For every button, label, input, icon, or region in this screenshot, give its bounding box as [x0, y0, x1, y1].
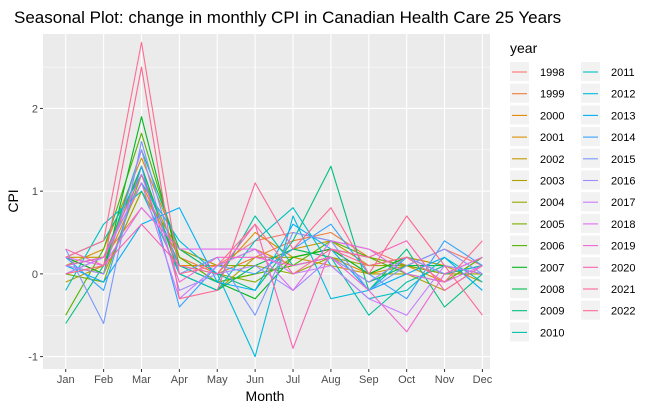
- legend-item-2021: 2021: [581, 279, 635, 298]
- legend-item-2007: 2007: [510, 257, 564, 277]
- grid-lines: [43, 34, 490, 369]
- chart-title: Seasonal Plot: change in monthly CPI in …: [14, 8, 561, 27]
- legend-title: year: [510, 40, 538, 56]
- legend-label: 2005: [540, 219, 564, 231]
- legend-item-2006: 2006: [510, 235, 564, 255]
- series-line-2022: [65, 41, 483, 283]
- legend-label: 1998: [540, 67, 564, 79]
- legend-label: 1999: [540, 89, 564, 101]
- legend-label: 2018: [611, 219, 635, 231]
- series-lines: [65, 41, 483, 358]
- x-tick-label: Sep: [359, 374, 379, 386]
- legend-label: 2003: [540, 176, 564, 188]
- x-tick-label: Dec: [473, 374, 493, 386]
- legend-label: 2002: [540, 154, 564, 166]
- legend-item-2017: 2017: [581, 192, 635, 212]
- legend-label: 2019: [611, 241, 635, 253]
- legend-label: 2021: [611, 284, 635, 296]
- x-tick-label: Aug: [321, 374, 341, 386]
- x-tick-label: Nov: [435, 374, 455, 386]
- y-tick-label: 0: [32, 269, 38, 281]
- x-tick-label: Feb: [94, 374, 113, 386]
- series-line-2021: [65, 66, 483, 316]
- series-line-2018: [65, 207, 483, 291]
- series-line-2016: [65, 149, 483, 291]
- x-tick-label: Oct: [398, 374, 415, 386]
- series-line-2019: [65, 174, 483, 333]
- legend-label: 2011: [611, 67, 635, 79]
- legend-label: 2000: [540, 110, 564, 122]
- legend-label: 2022: [611, 306, 635, 318]
- legend-label: 2007: [540, 262, 564, 274]
- legend-item-2000: 2000: [510, 105, 564, 125]
- x-tick-label: Jul: [286, 374, 300, 386]
- legend-item-2011: 2011: [581, 62, 635, 81]
- legend-item-1999: 1999: [510, 83, 564, 103]
- x-tick-label: Jun: [246, 374, 264, 386]
- legend-label: 2014: [611, 132, 635, 144]
- legend-item-2008: 2008: [510, 279, 564, 298]
- y-axis-label: CPI: [5, 189, 21, 212]
- x-tick-label: May: [207, 374, 228, 386]
- legend-item-2003: 2003: [510, 170, 564, 190]
- x-tick-label: Apr: [171, 374, 188, 386]
- legend-label: 2017: [611, 197, 635, 209]
- legend-label: 2001: [540, 132, 564, 144]
- x-axis-ticks: Jan Feb Mar Apr May Jun Jul Aug Sep Oct Nov Dec: [57, 369, 493, 386]
- legend-item-2016: 2016: [581, 170, 635, 190]
- x-tick-label: Mar: [132, 374, 151, 386]
- legend-label: 2010: [540, 327, 564, 339]
- legend-label: 2015: [611, 154, 635, 166]
- y-tick-label: 1: [32, 186, 38, 198]
- legend-item-2002: 2002: [510, 148, 564, 168]
- legend-item-1998: 1998: [510, 62, 564, 81]
- legend-label: 2020: [611, 262, 635, 274]
- plot-panel: [43, 34, 490, 369]
- legend-label: 2016: [611, 176, 635, 188]
- y-tick-label: -1: [28, 352, 38, 364]
- x-tick-label: Jan: [57, 374, 75, 386]
- legend-item-2022: 2022: [581, 300, 635, 320]
- legend-label: 2013: [611, 110, 635, 122]
- series-line-2013: [65, 207, 483, 291]
- legend-label: 2006: [540, 241, 564, 253]
- legend-item-2001: 2001: [510, 127, 564, 147]
- x-axis-label: Month: [246, 388, 285, 404]
- legend-item-2009: 2009: [510, 300, 564, 320]
- legend-item-2005: 2005: [510, 213, 564, 233]
- series-line-2011: [65, 190, 483, 300]
- legend-item-2004: 2004: [510, 192, 564, 212]
- plot-background: [43, 34, 490, 369]
- legend-label: 2012: [611, 89, 635, 101]
- legend-item-2012: 2012: [581, 83, 635, 103]
- legend-label: 2004: [540, 197, 564, 209]
- legend: year 1998 1999 2000 2001 2002 2003 2004 2005 200…: [510, 40, 635, 342]
- legend-item-2018: 2018: [581, 213, 635, 233]
- y-axis-ticks: -1 0 1 2: [28, 103, 43, 364]
- y-tick-label: 2: [32, 103, 38, 115]
- legend-item-2013: 2013: [581, 105, 635, 125]
- legend-label: 2009: [540, 306, 564, 318]
- legend-item-2015: 2015: [581, 148, 635, 168]
- series-line-2020: [65, 223, 483, 349]
- legend-item-2014: 2014: [581, 127, 635, 147]
- legend-item-2010: 2010: [510, 322, 564, 342]
- legend-item-2019: 2019: [581, 235, 635, 255]
- legend-label: 2008: [540, 284, 564, 296]
- legend-item-2020: 2020: [581, 257, 635, 277]
